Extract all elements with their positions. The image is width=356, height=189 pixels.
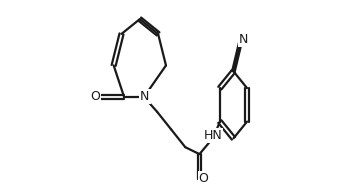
Text: HN: HN — [203, 129, 222, 142]
Text: O: O — [199, 172, 209, 185]
Text: N: N — [140, 91, 150, 103]
Text: N: N — [239, 33, 248, 46]
Text: O: O — [90, 90, 100, 102]
